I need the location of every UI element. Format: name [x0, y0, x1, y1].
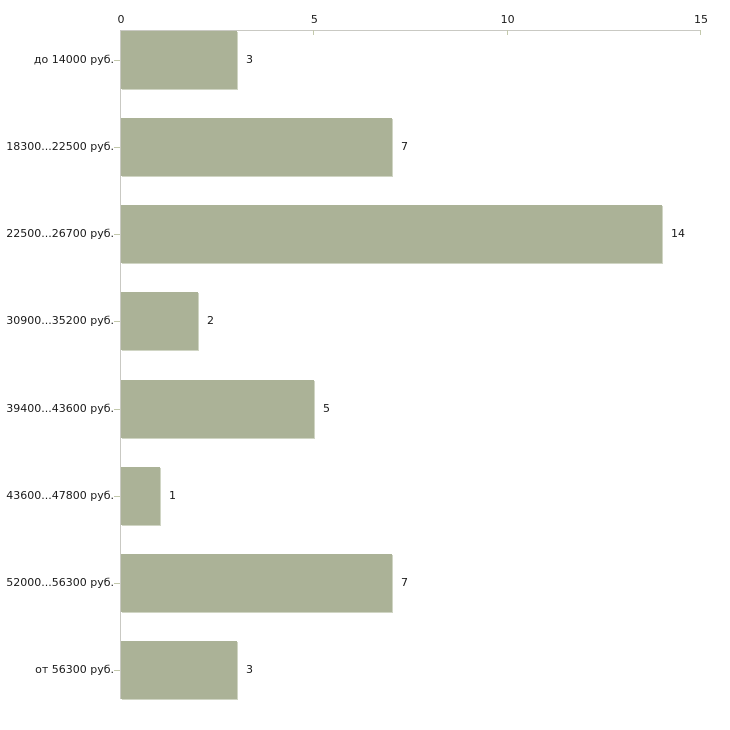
bar-52000...56300 руб. — [121, 554, 392, 612]
y-axis-tick — [114, 321, 120, 322]
x-axis-tick — [700, 30, 701, 35]
x-axis-tick-label: 10 — [500, 13, 515, 26]
x-axis-line — [121, 30, 701, 31]
bar-22500...26700 руб. — [121, 205, 662, 263]
x-axis-tick-label: 15 — [694, 13, 708, 26]
value-label: 14 — [671, 227, 685, 240]
bar-43600...47800 руб. — [121, 467, 160, 525]
value-label: 3 — [246, 53, 253, 66]
y-axis-tick — [114, 147, 120, 148]
y-axis-tick — [114, 583, 120, 584]
x-axis-tick — [313, 30, 315, 35]
category-label: от 56300 руб. — [35, 663, 114, 676]
y-axis-tick — [114, 670, 120, 671]
value-label: 1 — [169, 489, 176, 502]
bar-до 14000 руб. — [121, 31, 237, 89]
category-label: 52000...56300 руб. — [6, 576, 114, 589]
category-label: 22500...26700 руб. — [6, 227, 114, 240]
y-axis-line — [120, 30, 121, 700]
bar-30900...35200 руб. — [121, 292, 198, 350]
value-label: 7 — [401, 576, 408, 589]
y-axis-tick — [114, 60, 120, 61]
x-axis-tick-label: 5 — [310, 13, 318, 26]
bar-39400...43600 руб. — [121, 380, 314, 438]
bar-от 56300 руб. — [121, 641, 237, 699]
category-label: 43600...47800 руб. — [6, 489, 114, 502]
category-label: 18300...22500 руб. — [6, 140, 114, 153]
x-axis-tick-label: 0 — [117, 13, 125, 26]
x-axis-tick — [506, 30, 508, 35]
bar-18300...22500 руб. — [121, 118, 392, 176]
category-label: 39400...43600 руб. — [6, 402, 114, 415]
y-axis-tick — [114, 234, 120, 235]
value-label: 5 — [323, 402, 330, 415]
y-axis-tick — [114, 409, 120, 410]
value-label: 2 — [207, 314, 214, 327]
value-label: 7 — [401, 140, 408, 153]
value-label: 3 — [246, 663, 253, 676]
y-axis-tick — [114, 496, 120, 497]
category-label: 30900...35200 руб. — [6, 314, 114, 327]
category-label: до 14000 руб. — [33, 53, 114, 66]
